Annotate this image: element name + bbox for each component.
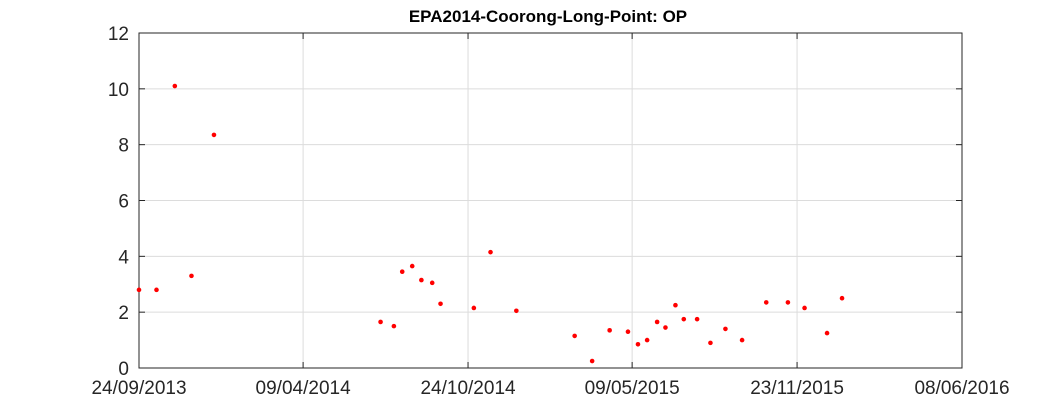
x-tick-label: 23/11/2015 (750, 378, 844, 399)
x-tick-label: 24/10/2014 (420, 378, 516, 399)
data-point (572, 333, 577, 339)
data-point (607, 328, 612, 333)
data-point (438, 301, 443, 307)
y-tick-label: 10 (108, 80, 129, 101)
data-point (378, 319, 383, 325)
data-point (673, 302, 678, 308)
data-point (514, 308, 519, 314)
data-point (708, 340, 713, 346)
data-point (739, 337, 745, 343)
data-point (723, 326, 728, 332)
data-point (635, 341, 641, 347)
axes (138, 32, 963, 369)
y-tick-label: 0 (118, 359, 129, 380)
data-point (663, 325, 668, 330)
data-point (136, 287, 142, 293)
data-point (189, 273, 194, 279)
data-point (654, 319, 660, 325)
y-tick-label: 12 (108, 24, 129, 45)
data-point (802, 305, 807, 311)
grid (138, 32, 963, 369)
data-point (681, 316, 687, 322)
data-point (429, 280, 435, 286)
data-point (694, 316, 700, 322)
chart-title: EPA2014-Coorong-Long-Point: OP (409, 7, 687, 26)
data-point (211, 132, 217, 138)
data-points (136, 83, 845, 364)
y-tick-label: 8 (118, 136, 129, 157)
data-point (419, 277, 424, 283)
data-point (488, 249, 493, 255)
data-point (409, 263, 415, 269)
data-point (391, 323, 397, 329)
data-point (399, 269, 405, 274)
data-point (785, 300, 791, 305)
y-tick-label: 4 (118, 247, 129, 268)
x-tick-label: 09/04/2014 (256, 378, 352, 399)
tick-labels: 24/09/2013 09/04/2014 24/10/2014 09/05/2015… (91, 24, 1009, 399)
y-tick-label: 6 (118, 192, 129, 213)
data-point (644, 337, 650, 343)
data-point (625, 329, 631, 335)
x-tick-label: 24/09/2013 (91, 378, 186, 399)
x-tick-label: 08/06/2016 (914, 378, 1009, 399)
x-tick-label: 09/05/2015 (585, 378, 680, 399)
data-point (172, 83, 178, 89)
data-point (824, 330, 830, 336)
y-tick-label: 2 (118, 303, 129, 324)
data-point (471, 305, 477, 311)
data-point (763, 300, 769, 305)
data-point (154, 287, 159, 293)
data-point (589, 358, 595, 364)
data-point (839, 295, 845, 301)
